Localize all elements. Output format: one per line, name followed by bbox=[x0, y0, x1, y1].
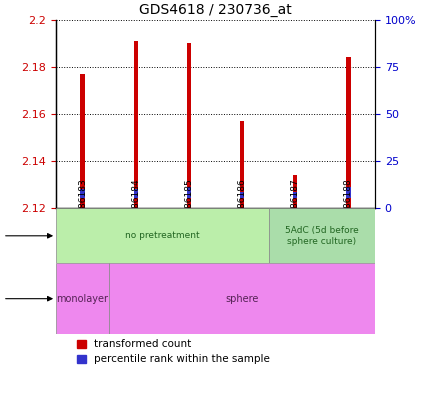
Bar bbox=[56, 263, 109, 334]
Bar bbox=[292, 192, 297, 198]
Bar bbox=[56, 208, 268, 263]
Title: GDS4618 / 230736_at: GDS4618 / 230736_at bbox=[139, 3, 291, 17]
Bar bbox=[133, 189, 138, 198]
Bar bbox=[292, 175, 297, 208]
Bar bbox=[345, 187, 350, 198]
Bar bbox=[240, 121, 244, 208]
Text: GSM1086184: GSM1086184 bbox=[131, 178, 140, 239]
Legend: transformed count, percentile rank within the sample: transformed count, percentile rank withi… bbox=[77, 339, 269, 364]
Text: GSM1086186: GSM1086186 bbox=[237, 178, 246, 239]
Bar bbox=[109, 263, 374, 334]
Bar bbox=[133, 41, 138, 208]
Bar bbox=[186, 43, 190, 208]
Bar bbox=[186, 187, 190, 198]
Text: GSM1086183: GSM1086183 bbox=[78, 178, 87, 239]
Bar bbox=[240, 192, 244, 198]
Text: no pretreatment: no pretreatment bbox=[125, 231, 199, 240]
Text: GSM1086185: GSM1086185 bbox=[184, 178, 193, 239]
Bar bbox=[80, 189, 85, 198]
Text: GSM1086188: GSM1086188 bbox=[343, 178, 352, 239]
Text: 5AdC (5d before
sphere culture): 5AdC (5d before sphere culture) bbox=[284, 226, 358, 246]
Bar bbox=[345, 57, 350, 208]
Text: monolayer: monolayer bbox=[56, 294, 108, 304]
Bar bbox=[80, 74, 85, 208]
Text: GSM1086187: GSM1086187 bbox=[290, 178, 299, 239]
Bar bbox=[268, 208, 374, 263]
Text: sphere: sphere bbox=[225, 294, 258, 304]
